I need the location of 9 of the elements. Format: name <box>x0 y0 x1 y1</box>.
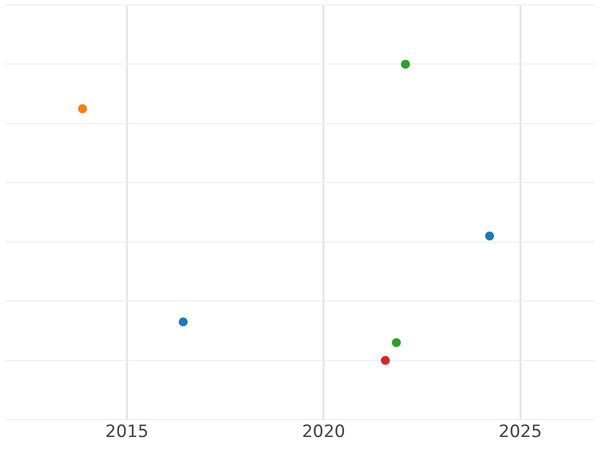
point <box>485 231 494 240</box>
x-tick-label: 2025 <box>498 422 542 442</box>
x-tick-label: 2015 <box>105 422 149 442</box>
point <box>392 338 401 348</box>
point <box>78 104 87 114</box>
point <box>178 317 188 326</box>
point <box>380 356 390 365</box>
x-tick-label: 2020 <box>302 422 346 442</box>
point <box>400 60 410 69</box>
